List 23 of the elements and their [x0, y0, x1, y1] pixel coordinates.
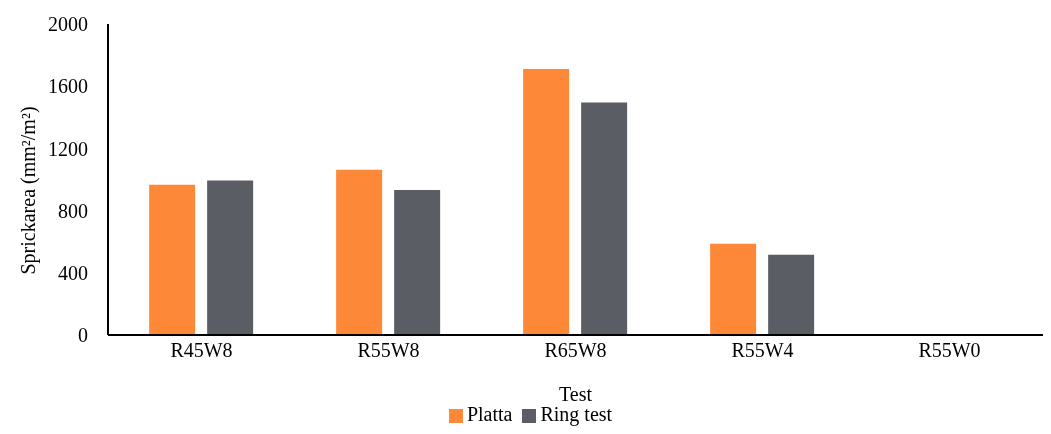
legend-label: Platta [466, 403, 513, 425]
bar [149, 184, 196, 335]
bar [523, 68, 570, 335]
bar [710, 243, 757, 335]
bar [207, 180, 254, 335]
y-tick-label: 400 [58, 261, 88, 284]
bar [394, 190, 441, 335]
y-tick-label: 1600 [48, 75, 88, 98]
y-tick-label: 2000 [48, 13, 88, 36]
bar [768, 254, 815, 335]
bar [336, 169, 383, 335]
y-tick-label: 1200 [48, 137, 88, 160]
x-axis-title: Test [558, 383, 593, 405]
x-tick-label: R65W8 [544, 339, 607, 362]
x-tick-label: R55W4 [731, 339, 794, 362]
y-axis-title: Sprickarea (mm²/m²) [17, 106, 41, 275]
y-tick-label: 800 [58, 199, 88, 222]
y-tick-label: 0 [78, 324, 88, 347]
x-tick-label: R55W8 [357, 339, 420, 362]
legend-label: Ring test [540, 403, 613, 425]
x-tick-label: R55W0 [918, 339, 981, 362]
x-tick-label: R45W8 [170, 339, 233, 362]
bar [581, 102, 628, 335]
